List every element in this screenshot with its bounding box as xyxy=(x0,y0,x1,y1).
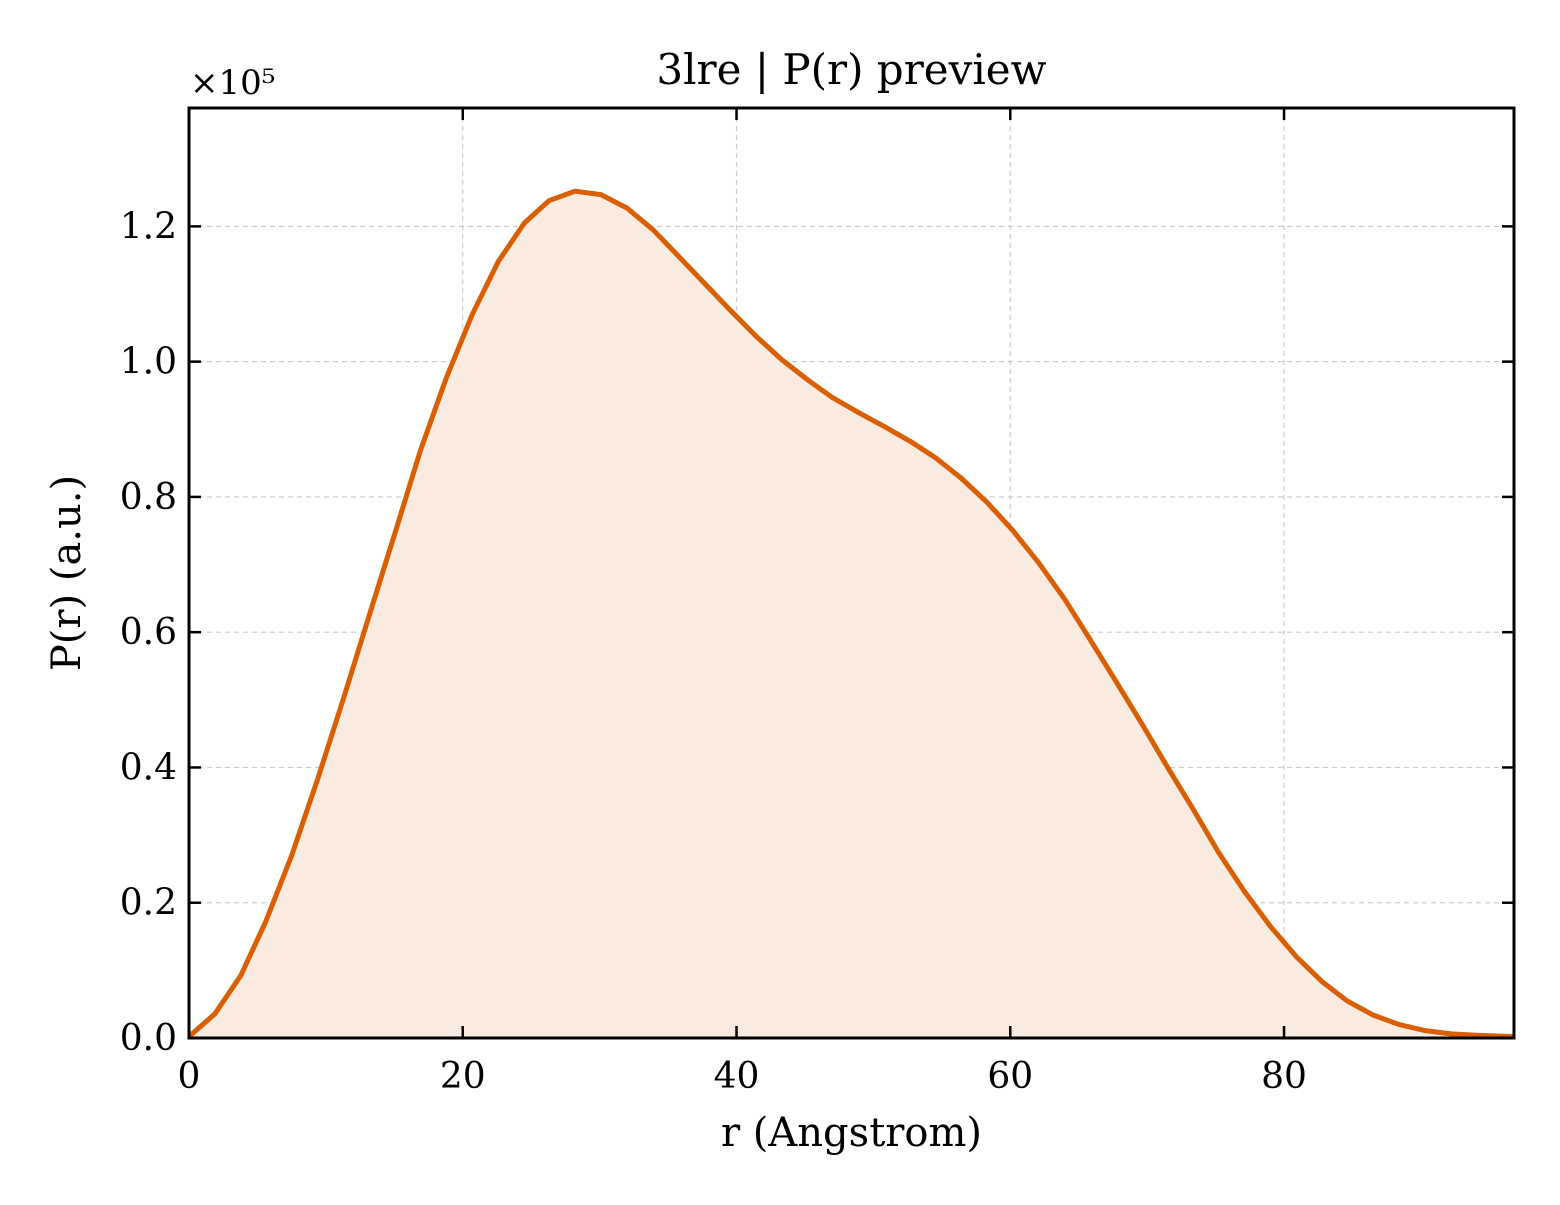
y-tick-label: 0.6 xyxy=(120,612,177,653)
plot-frame xyxy=(187,106,1516,1040)
y-tick-label: 0.0 xyxy=(120,1018,177,1059)
x-axis-label: r (Angstrom) xyxy=(721,1110,982,1156)
pr-area-fill xyxy=(189,191,1514,1038)
y-tick-label: 1.2 xyxy=(120,206,177,247)
y-tick-label: 1.0 xyxy=(120,342,177,383)
x-tick-label: 60 xyxy=(987,1056,1033,1097)
y-tick-label: 0.4 xyxy=(120,747,177,788)
y-axis-multiplier: ×10⁵ xyxy=(190,63,275,103)
x-tick-label: 0 xyxy=(178,1056,201,1097)
y-axis-label: P(r) (a.u.) xyxy=(44,475,90,671)
pr-series-line xyxy=(187,188,1515,1040)
chart-title: 3lre | P(r) preview xyxy=(656,45,1046,94)
y-tick-label: 0.2 xyxy=(120,883,177,924)
axis-ticks: 0 20 40 60 80 0.0 0.2 0.4 0.6 0.8 1.0 1.2 xyxy=(120,108,1514,1097)
y-tick-label: 0.8 xyxy=(120,477,177,518)
x-tick-label: 80 xyxy=(1261,1056,1307,1097)
x-tick-label: 40 xyxy=(714,1056,760,1097)
x-tick-label: 20 xyxy=(440,1056,486,1097)
